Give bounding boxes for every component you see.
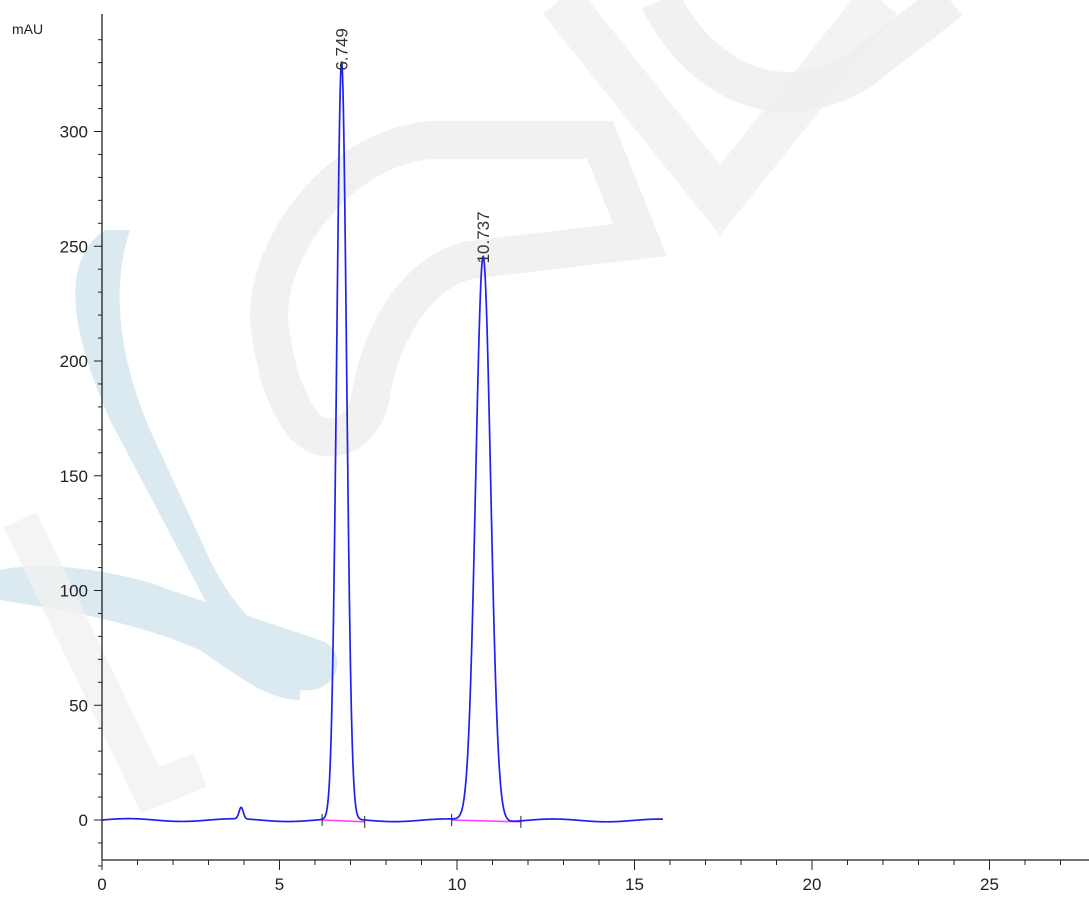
integration-baseline [451, 819, 521, 823]
peak-labels: 6.749 10.737 [333, 28, 494, 263]
y-tick-label: 200 [60, 352, 88, 371]
y-tick-label: 50 [69, 696, 88, 715]
axes: 0 50 100 150 200 250 300 0 5 10 15 20 25 [60, 14, 1089, 894]
x-tick-label: 15 [625, 875, 644, 894]
y-tick-label: 250 [60, 237, 88, 256]
y-axis-unit-label: mAU [12, 21, 43, 37]
y-tick-label: 150 [60, 467, 88, 486]
x-tick-label: 5 [275, 875, 284, 894]
y-tick-label: 0 [79, 811, 88, 830]
x-tick-label: 10 [448, 875, 467, 894]
watermark-logo [0, 0, 963, 813]
y-tick-label: 300 [60, 123, 88, 142]
integration-baselines [321, 814, 522, 828]
x-tick-label: 0 [97, 875, 106, 894]
x-tick-label: 20 [803, 875, 822, 894]
chromatogram-line [101, 61, 663, 823]
series-trace [101, 61, 663, 823]
peak-label: 6.749 [333, 28, 352, 71]
peak-label: 10.737 [474, 211, 493, 263]
x-tick-label: 25 [980, 875, 999, 894]
y-tick-label: 100 [60, 582, 88, 601]
integration-baseline [322, 819, 365, 823]
